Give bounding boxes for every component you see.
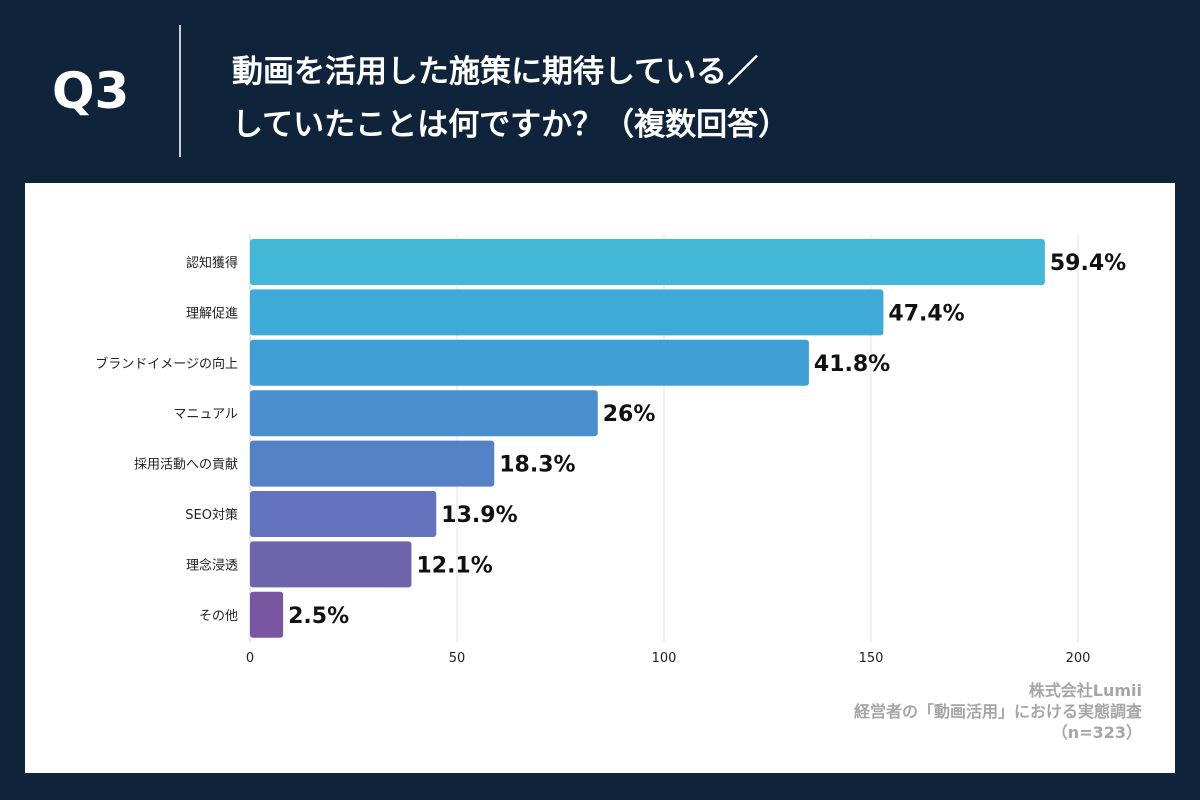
data-label: 2.5% <box>288 604 349 629</box>
bar <box>250 591 284 638</box>
x-tick-label: 0 <box>246 651 254 666</box>
data-label: 59.4% <box>1050 251 1126 276</box>
category-label: ブランドイメージの向上 <box>95 356 238 372</box>
category-label: 理解促進 <box>186 306 238 321</box>
category-label: 採用活動への貢献 <box>134 458 238 473</box>
bar <box>250 440 495 487</box>
credit-survey: 経営者の「動画活用」における実態調査 <box>853 702 1142 721</box>
bar <box>250 491 437 537</box>
title-line-1: 動画を活用した施策に期待している／ <box>232 54 759 90</box>
data-label: 26% <box>603 402 656 427</box>
bar <box>250 390 598 437</box>
bar <box>250 541 412 588</box>
bar <box>250 239 1045 285</box>
bar <box>250 289 884 336</box>
data-label: 13.9% <box>441 503 517 528</box>
category-label: 認知獲得 <box>186 255 238 271</box>
bar <box>250 339 809 386</box>
question-title: 動画を活用した施策に期待している／ していたことは何ですか？（複数回答） <box>232 46 789 152</box>
header-divider <box>179 25 181 157</box>
x-tick-label: 50 <box>449 651 466 666</box>
question-number: Q3 <box>52 62 130 120</box>
title-line-2: していたことは何ですか？（複数回答） <box>232 107 790 143</box>
category-label: 理念浸透 <box>186 557 238 573</box>
category-label: マニュアル <box>173 407 238 422</box>
x-tick-label: 100 <box>652 651 677 666</box>
credit-sample: （n=323） <box>1051 723 1142 742</box>
category-label: SEO対策 <box>185 507 238 523</box>
data-label: 18.3% <box>499 453 575 478</box>
credit: 株式会社Lumii 経営者の「動画活用」における実態調査 （n=323） <box>854 680 1142 743</box>
x-tick-label: 200 <box>1066 651 1091 666</box>
category-label: その他 <box>199 609 238 624</box>
data-label: 12.1% <box>416 553 492 578</box>
x-tick-label: 150 <box>859 651 884 666</box>
data-label: 41.8% <box>814 352 890 377</box>
data-label: 47.4% <box>888 301 964 326</box>
credit-company: 株式会社Lumii <box>1028 681 1142 700</box>
